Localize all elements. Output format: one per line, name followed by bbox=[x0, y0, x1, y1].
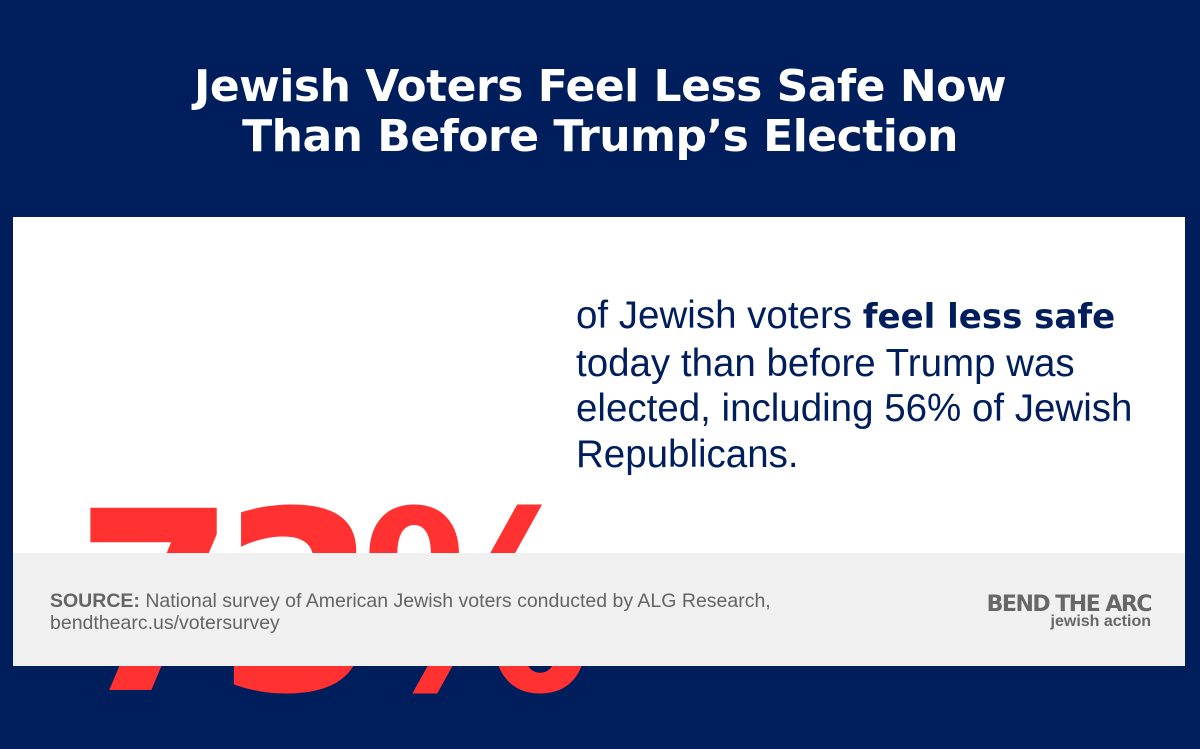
logo-line-2: jewish action bbox=[1050, 613, 1151, 630]
page-title: Jewish Voters Feel Less Safe Now Than Be… bbox=[0, 62, 1200, 162]
source-text: National survey of American Jewish voter… bbox=[139, 590, 771, 612]
desc-suffix: today than before Trump was elected, inc… bbox=[576, 341, 1133, 476]
stat-description: of Jewish voters feel less safe today th… bbox=[576, 293, 1166, 477]
source-label: SOURCE: bbox=[50, 590, 140, 612]
footer: SOURCE: National survey of American Jewi… bbox=[13, 553, 1185, 666]
source-url[interactable]: bendthearc.us/votersurvey bbox=[50, 612, 280, 634]
bend-the-arc-logo: BEND THE ARC jewish action bbox=[986, 592, 1153, 630]
logo-line-1: BEND THE ARC bbox=[986, 592, 1153, 617]
desc-bold: feel less safe bbox=[862, 297, 1116, 337]
stat-panel: 73% of Jewish voters feel less safe toda… bbox=[13, 217, 1185, 729]
title-line-1: Jewish Voters Feel Less Safe Now bbox=[193, 61, 1007, 112]
title-line-2: Than Before Trump’s Election bbox=[242, 111, 958, 162]
source-citation: SOURCE: National survey of American Jewi… bbox=[50, 590, 771, 634]
desc-prefix: of Jewish voters bbox=[576, 294, 863, 337]
